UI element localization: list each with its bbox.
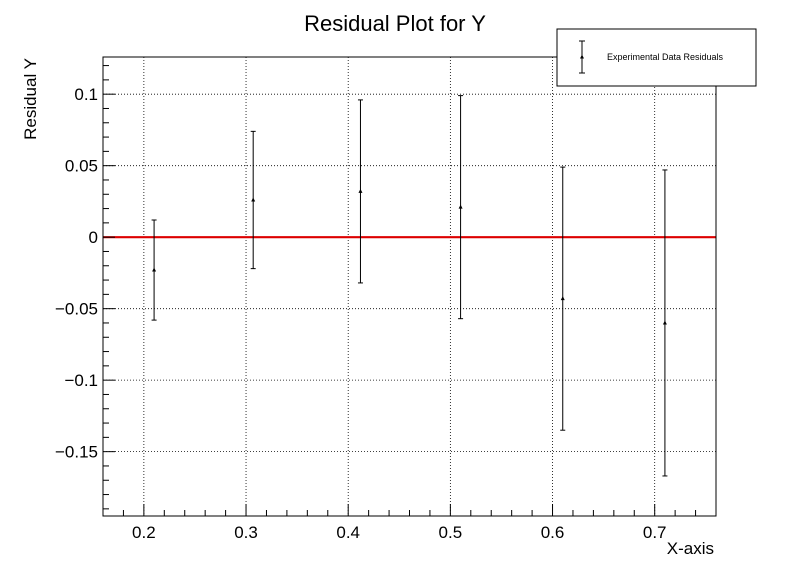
data-point-5 <box>662 169 668 477</box>
x-tick-label-2: 0.4 <box>336 523 360 542</box>
data-point-3 <box>458 95 464 320</box>
y-tick-label-2: 0 <box>89 228 98 247</box>
data-points-layer <box>151 95 668 477</box>
triangle-marker-4 <box>560 296 565 301</box>
x-tick-label-3: 0.5 <box>439 523 463 542</box>
y-tick-label-0: 0.1 <box>74 85 98 104</box>
chart-title: Residual Plot for Y <box>304 11 486 36</box>
x-tick-label-5: 0.7 <box>643 523 667 542</box>
axis-ticks-layer <box>102 65 717 516</box>
triangle-marker-0 <box>152 267 157 272</box>
y-tick-label-4: −0.1 <box>64 371 98 390</box>
legend-triangle-marker <box>580 54 584 59</box>
legend-box <box>556 28 757 87</box>
legend: Experimental Data Residuals <box>556 28 757 87</box>
triangle-marker-3 <box>458 204 463 209</box>
data-point-2 <box>357 99 363 284</box>
y-tick-label-1: 0.05 <box>65 157 98 176</box>
triangle-marker-1 <box>251 197 256 202</box>
y-tick-label-5: −0.15 <box>55 443 98 462</box>
y-axis-label: Residual Y <box>21 58 40 140</box>
x-tick-label-1: 0.3 <box>234 523 258 542</box>
x-tick-label-0: 0.2 <box>132 523 156 542</box>
data-point-1 <box>250 130 256 270</box>
legend-entry-label: Experimental Data Residuals <box>607 52 724 62</box>
legend-symbol <box>579 40 585 74</box>
data-point-0 <box>151 219 157 321</box>
y-tick-label-3: −0.05 <box>55 300 98 319</box>
data-point-4 <box>560 166 566 431</box>
triangle-marker-5 <box>662 320 667 325</box>
x-tick-label-4: 0.6 <box>541 523 565 542</box>
x-axis-label: X-axis <box>667 539 714 558</box>
triangle-marker-2 <box>358 188 363 193</box>
tick-labels-layer: 0.2 0.3 0.4 0.5 0.6 0.7 0.1 0.05 0 −0.05 −0.1 −0.15 <box>55 85 667 542</box>
